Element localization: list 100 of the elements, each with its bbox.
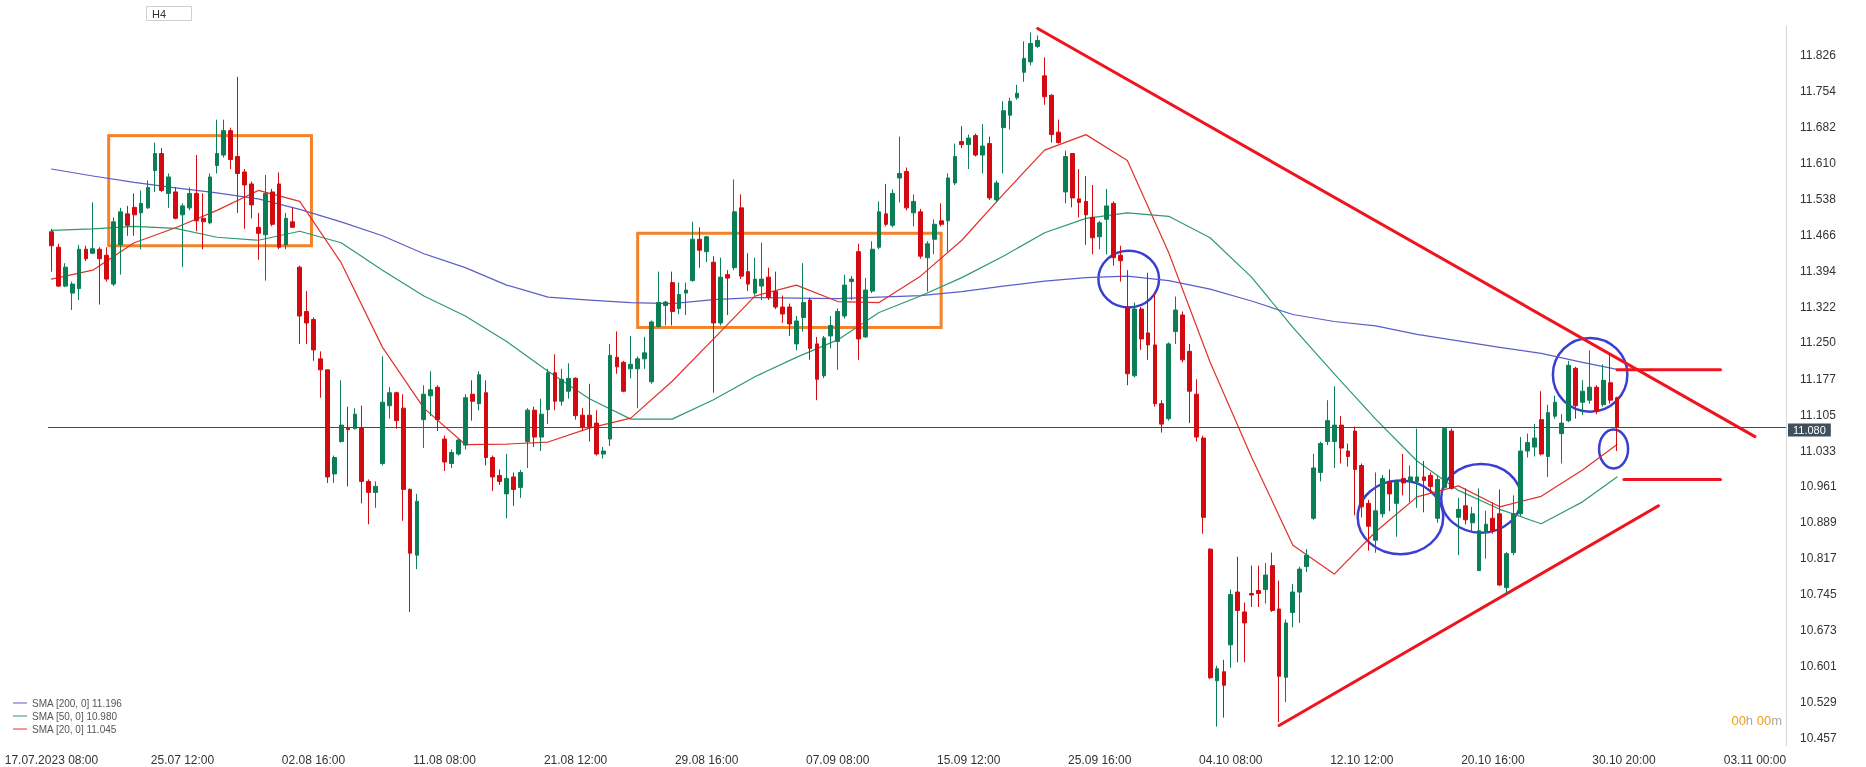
candlestick xyxy=(290,206,295,228)
candlestick xyxy=(1346,443,1350,467)
candlestick xyxy=(297,265,302,345)
legend-label: SMA [50, 0] 10.980 xyxy=(32,710,118,722)
candlestick xyxy=(753,257,757,297)
candlestick xyxy=(394,391,399,430)
candlestick xyxy=(373,480,378,509)
candlestick xyxy=(1332,385,1337,469)
ref-line-label: 11.080 xyxy=(1793,424,1826,437)
candlestick xyxy=(911,193,916,227)
candlestick xyxy=(132,192,137,237)
candlestick xyxy=(1235,556,1240,663)
candlestick xyxy=(1470,506,1475,533)
candlestick xyxy=(718,257,723,326)
candlestick xyxy=(1484,510,1488,560)
candlestick xyxy=(1594,384,1599,415)
candlestick xyxy=(1063,150,1068,204)
candlestick xyxy=(208,172,212,225)
candlestick xyxy=(1422,460,1426,513)
candlestick xyxy=(684,282,688,316)
candlestick xyxy=(56,243,61,288)
y-tick-label: 10.961 xyxy=(1800,479,1838,494)
legend-label: SMA [20, 0] 11.045 xyxy=(32,723,117,735)
candlestick xyxy=(939,202,944,227)
y-tick-label: 11.105 xyxy=(1800,407,1837,422)
candlestick xyxy=(187,186,192,211)
candlestick xyxy=(159,147,164,193)
y-tick-label: 10.457 xyxy=(1800,730,1838,745)
x-tick-label: 11.08 08:00 xyxy=(413,753,477,767)
candlestick xyxy=(166,172,171,209)
candlestick xyxy=(1249,565,1254,608)
candlestick xyxy=(1428,471,1433,494)
x-tick-label: 02.08 16:00 xyxy=(281,753,346,767)
candlestick xyxy=(1284,618,1288,703)
candlestick xyxy=(918,208,923,260)
candlestick xyxy=(808,297,812,361)
candlestick xyxy=(1490,501,1495,535)
candlestick xyxy=(1559,413,1564,464)
x-tick-label: 30.10 20:00 xyxy=(1592,753,1656,767)
candlestick xyxy=(1601,363,1606,408)
candlestick xyxy=(1401,453,1406,496)
candlestick xyxy=(973,133,978,158)
y-tick-label: 10.673 xyxy=(1800,622,1838,637)
candlestick xyxy=(1442,427,1447,489)
candlestick xyxy=(1153,292,1157,408)
candlestick xyxy=(884,183,888,227)
candlestick xyxy=(366,478,371,525)
candlestick xyxy=(1504,551,1509,595)
y-tick-label: 11.033 xyxy=(1800,443,1837,458)
y-tick-label: 10.745 xyxy=(1800,587,1838,602)
candlestick xyxy=(1408,464,1413,503)
y-tick-label: 10.529 xyxy=(1800,694,1838,709)
y-tick-label: 11.177 xyxy=(1800,371,1837,386)
candlestick xyxy=(553,353,557,411)
candlestick xyxy=(1022,40,1026,83)
candlestick xyxy=(1539,390,1544,457)
candlestick xyxy=(1318,441,1323,482)
candlestick xyxy=(1525,433,1530,458)
candlestick xyxy=(1001,100,1006,174)
candlestick xyxy=(270,188,275,227)
candlestick xyxy=(1180,311,1185,363)
candlestick xyxy=(573,376,578,421)
candlestick xyxy=(1035,34,1040,49)
candlestick xyxy=(849,275,854,301)
candlestick xyxy=(1353,426,1357,516)
candlestick xyxy=(1125,269,1130,386)
candlestick xyxy=(539,398,544,452)
candlestick xyxy=(794,315,799,351)
candlestick xyxy=(746,252,750,292)
legend-label: SMA [200, 0] 11.196 xyxy=(32,697,123,709)
y-tick-label: 11.466 xyxy=(1800,227,1837,242)
candlestick xyxy=(1228,589,1233,669)
y-tick-label: 10.817 xyxy=(1800,551,1838,566)
candlestick xyxy=(228,127,233,170)
candlestick xyxy=(1118,245,1123,283)
candlestick xyxy=(670,271,675,326)
candlestick xyxy=(690,221,695,283)
candlestick xyxy=(97,246,102,306)
candlestick xyxy=(194,154,199,232)
candlestick xyxy=(642,336,647,370)
candlestick xyxy=(201,192,206,250)
candlestick xyxy=(118,207,123,276)
line-series xyxy=(50,134,1618,575)
candlestick xyxy=(1587,349,1592,405)
candlestick xyxy=(870,240,875,294)
candlestick xyxy=(787,303,792,337)
candlestick xyxy=(904,167,909,211)
candlestick xyxy=(863,277,868,339)
candlestick xyxy=(180,202,185,268)
candlestick xyxy=(139,189,143,250)
candlestick xyxy=(1015,84,1019,101)
candlestick xyxy=(1477,487,1481,572)
candlestick xyxy=(815,336,819,401)
candlestick xyxy=(1173,296,1178,345)
candlestick xyxy=(1518,436,1523,517)
candlestick xyxy=(766,267,771,301)
candlestick xyxy=(601,446,606,459)
x-tick-label: 25.09 16:00 xyxy=(1068,753,1132,767)
candlestick xyxy=(1077,168,1081,218)
candlestick xyxy=(759,242,764,301)
